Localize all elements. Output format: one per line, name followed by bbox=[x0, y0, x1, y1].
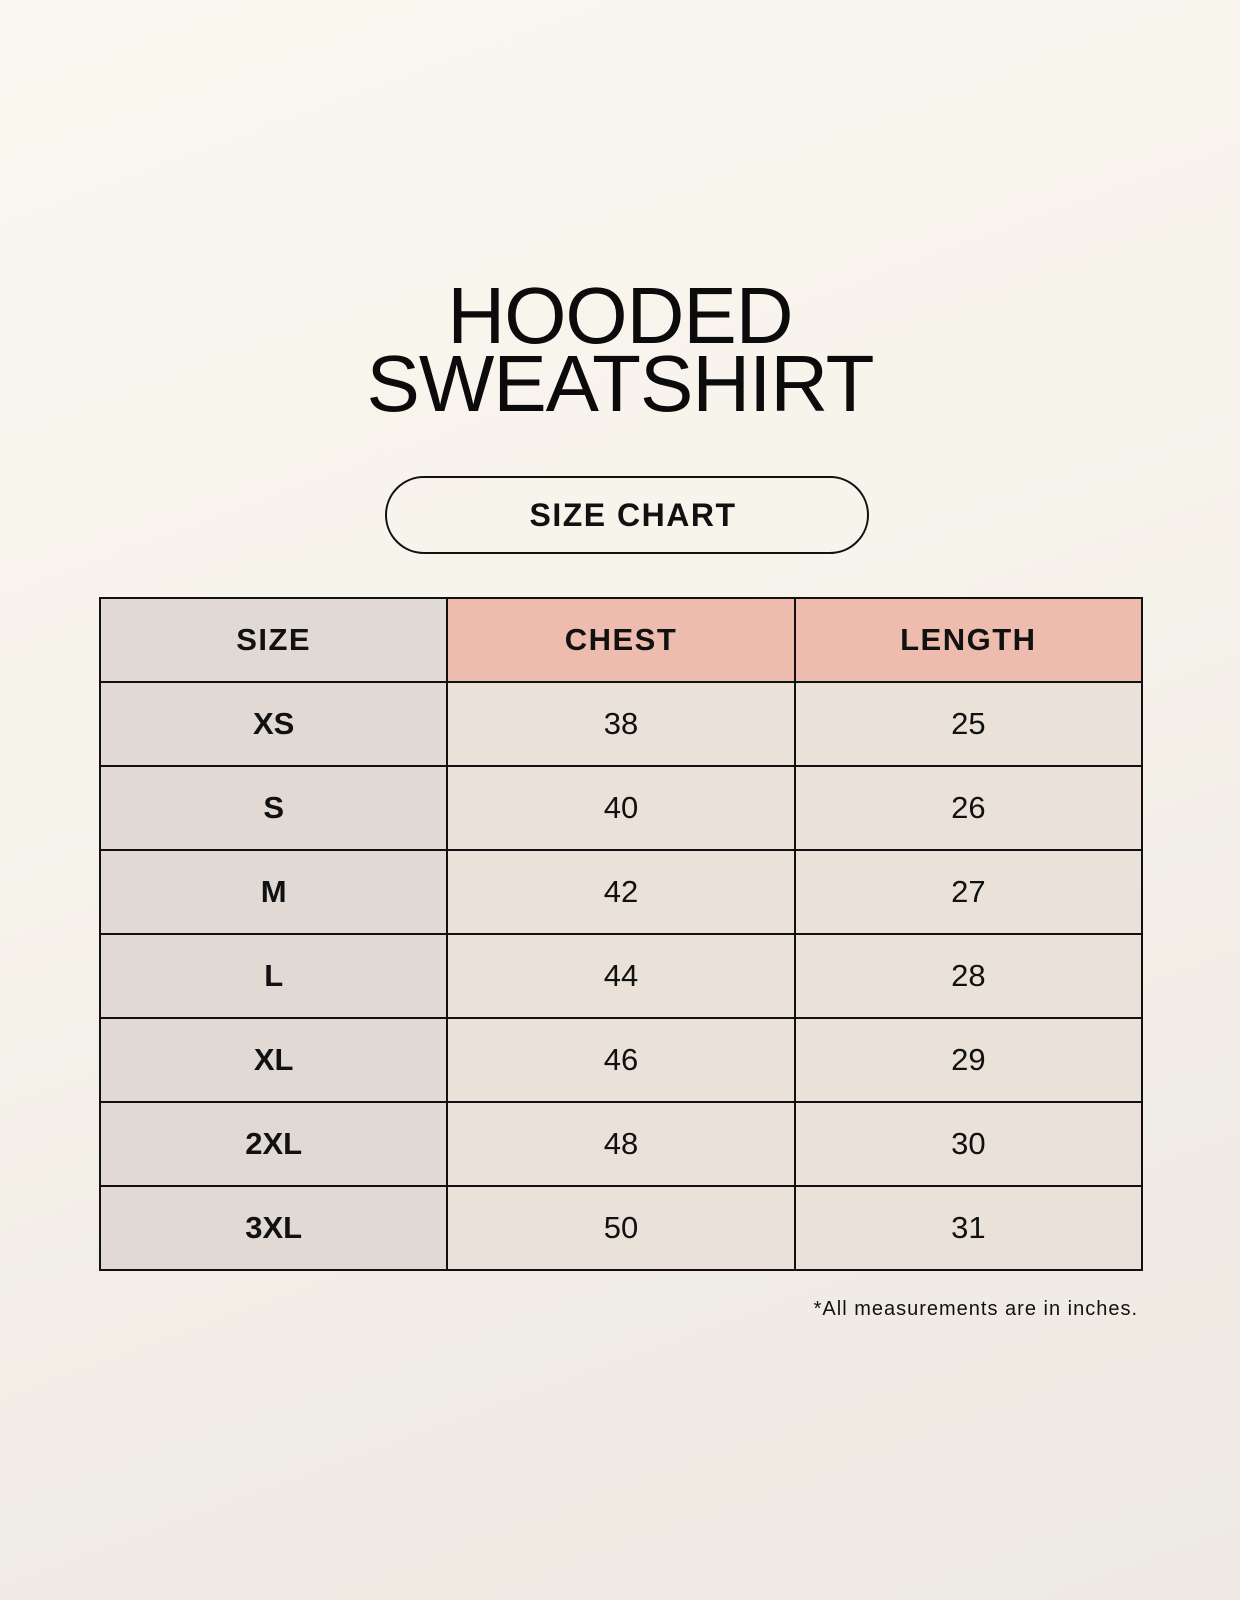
chest-cell: 46 bbox=[446, 1017, 796, 1103]
table-row: 3XL 50 31 bbox=[98, 1185, 1144, 1271]
chest-cell: 38 bbox=[446, 681, 796, 767]
length-cell: 30 bbox=[793, 1101, 1144, 1187]
size-table: SIZE CHEST LENGTH XS 38 25 S 40 26 M 42 27 L 44 28 X… bbox=[98, 597, 1144, 1271]
size-cell: XL bbox=[98, 1017, 449, 1103]
page-title: HOODED SWEATSHIRT bbox=[0, 271, 1240, 428]
length-cell: 27 bbox=[793, 849, 1144, 935]
table-row: M 42 27 bbox=[98, 849, 1144, 935]
chest-cell: 48 bbox=[446, 1101, 796, 1187]
size-cell: L bbox=[98, 933, 449, 1019]
chest-cell: 40 bbox=[446, 765, 796, 851]
size-cell: XS bbox=[98, 681, 449, 767]
table-row: XL 46 29 bbox=[98, 1017, 1144, 1103]
chest-cell: 42 bbox=[446, 849, 796, 935]
length-cell: 28 bbox=[793, 933, 1144, 1019]
title-line-1: HOODED bbox=[447, 271, 793, 360]
header-size: SIZE bbox=[98, 597, 449, 683]
size-cell: 2XL bbox=[98, 1101, 449, 1187]
chest-cell: 44 bbox=[446, 933, 796, 1019]
length-cell: 29 bbox=[793, 1017, 1144, 1103]
header-row: SIZE CHEST LENGTH bbox=[98, 597, 1144, 683]
size-cell: S bbox=[98, 765, 449, 851]
table-row: XS 38 25 bbox=[98, 681, 1144, 767]
size-cell: M bbox=[98, 849, 449, 935]
header-chest: CHEST bbox=[446, 597, 796, 683]
table-row: 2XL 48 30 bbox=[98, 1101, 1144, 1187]
title-line-2: SWEATSHIRT bbox=[366, 339, 874, 428]
footnote: *All measurements are in inches. bbox=[813, 1298, 1138, 1320]
size-cell: 3XL bbox=[98, 1185, 449, 1271]
length-cell: 25 bbox=[793, 681, 1144, 767]
header-length: LENGTH bbox=[793, 597, 1144, 683]
table-row: L 44 28 bbox=[98, 933, 1144, 1019]
table-row: S 40 26 bbox=[98, 765, 1144, 851]
length-cell: 26 bbox=[793, 765, 1144, 851]
chest-cell: 50 bbox=[446, 1185, 796, 1271]
length-cell: 31 bbox=[793, 1185, 1144, 1271]
size-chart-label: SIZE CHART bbox=[385, 476, 869, 554]
